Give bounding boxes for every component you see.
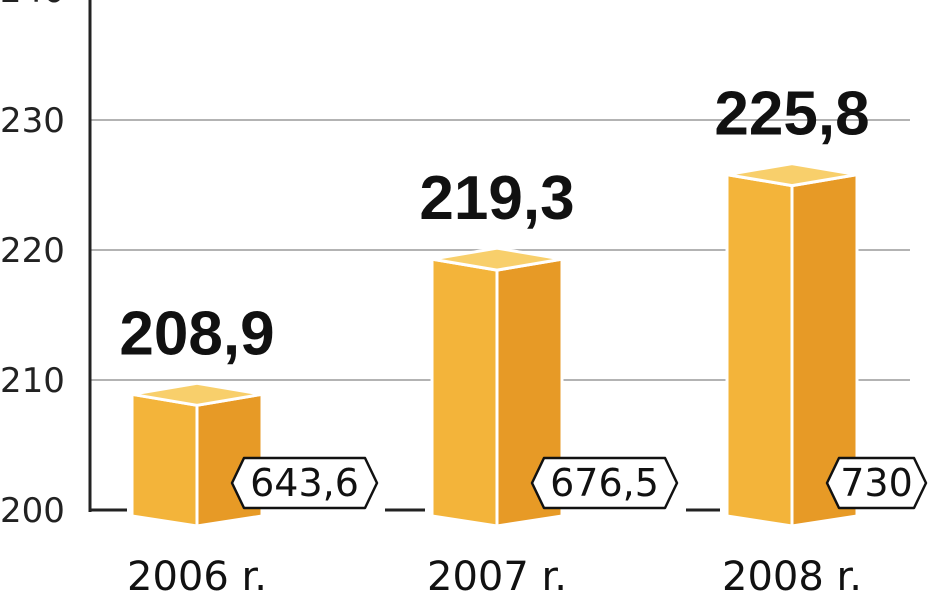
value-label: 208,9 (119, 299, 274, 368)
badge-label: 643,6 (250, 461, 359, 505)
bar-2006 (130, 381, 264, 528)
labels: 208,9 643,6 2006 r. 219,3 676,5 2007 r. 225,8 7… (119, 80, 928, 593)
bar-2008 (725, 162, 859, 528)
y-tick-label: 200 (0, 491, 65, 531)
y-tick-label: 240 (0, 0, 65, 11)
bar-top-face (725, 162, 859, 188)
badge-label: 730 (840, 461, 913, 505)
bar-top-face (130, 381, 264, 407)
value-label: 225,8 (714, 80, 869, 149)
y-tick-label: 210 (0, 361, 65, 401)
y-tick-label: 220 (0, 231, 65, 271)
bar-2007 (430, 246, 564, 528)
bar-top-face (430, 246, 564, 272)
secondary-badge: 676,5 (530, 456, 679, 510)
secondary-badge: 643,6 (230, 456, 379, 510)
bar-front-face (725, 173, 794, 528)
bar-front-face (430, 257, 499, 528)
bar-front-face (130, 392, 199, 528)
secondary-badge: 730 (825, 456, 928, 510)
badge-frame (825, 456, 928, 510)
x-category-label: 2008 r. (722, 554, 862, 593)
badge-frame (230, 456, 379, 510)
y-axis: 200 210 220 230 240 (0, 0, 720, 531)
bars (130, 162, 859, 528)
value-label: 219,3 (419, 164, 574, 233)
badge-label: 676,5 (550, 461, 659, 505)
x-category-label: 2007 r. (427, 554, 567, 593)
x-category-label: 2006 r. (127, 554, 267, 593)
badge-frame (530, 456, 679, 510)
y-tick-label: 230 (0, 101, 65, 141)
